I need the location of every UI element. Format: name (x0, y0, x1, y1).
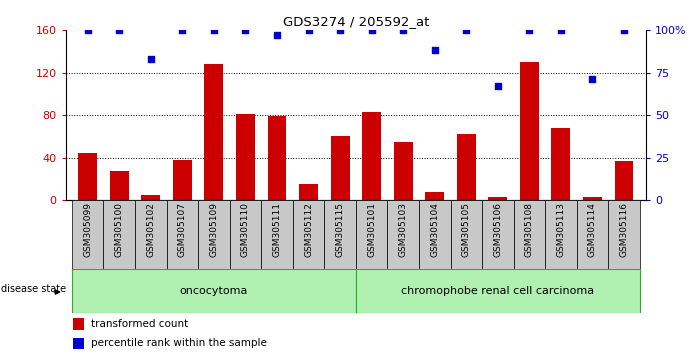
Text: GSM305106: GSM305106 (493, 202, 502, 257)
Point (429, 48, 440, 53)
Bar (293, 200, 324, 269)
Bar (324, 200, 356, 269)
Bar (451, 200, 482, 269)
Point (524, 27, 535, 33)
Point (397, 27, 408, 33)
Text: GSM305105: GSM305105 (462, 202, 471, 257)
Bar (608, 200, 640, 269)
Bar (614, 161, 634, 200)
Point (618, 27, 630, 33)
Bar (236, 114, 255, 200)
Text: GSM305115: GSM305115 (336, 202, 345, 257)
Point (209, 27, 220, 33)
Bar (72, 269, 356, 313)
Bar (205, 64, 223, 200)
Bar (583, 197, 602, 200)
Bar (482, 200, 513, 269)
Bar (330, 136, 350, 200)
Text: GSM305109: GSM305109 (209, 202, 218, 257)
Bar (299, 184, 318, 200)
Bar (78, 153, 97, 200)
Text: transformed count: transformed count (91, 319, 188, 329)
Text: GSM305112: GSM305112 (304, 202, 313, 257)
Bar (104, 200, 135, 269)
Text: GSM305110: GSM305110 (241, 202, 250, 257)
Bar (267, 116, 287, 200)
Bar (73, 338, 84, 349)
Bar (394, 142, 413, 200)
Bar (198, 200, 229, 269)
Bar (110, 171, 129, 200)
Text: GSM305099: GSM305099 (83, 202, 92, 257)
Point (145, 56, 156, 62)
Text: GSM305111: GSM305111 (272, 202, 281, 257)
Point (272, 32, 283, 38)
Text: GSM305107: GSM305107 (178, 202, 187, 257)
Point (334, 27, 346, 33)
Bar (362, 112, 381, 200)
Point (114, 27, 125, 33)
Bar (419, 200, 451, 269)
Point (240, 27, 251, 33)
Title: GDS3274 / 205592_at: GDS3274 / 205592_at (283, 15, 429, 28)
Bar (551, 128, 570, 200)
Text: GSM305101: GSM305101 (367, 202, 376, 257)
Point (587, 76, 598, 82)
Point (82, 27, 93, 33)
Bar (520, 62, 539, 200)
Bar (173, 160, 192, 200)
Point (461, 27, 472, 33)
Text: oncocytoma: oncocytoma (180, 286, 248, 296)
Bar (73, 318, 84, 330)
Text: GSM305116: GSM305116 (620, 202, 629, 257)
Point (492, 83, 503, 89)
Bar (356, 200, 388, 269)
Text: GSM305108: GSM305108 (525, 202, 534, 257)
Bar (545, 200, 577, 269)
Point (303, 27, 314, 33)
Bar (356, 269, 640, 313)
Bar (167, 200, 198, 269)
Text: GSM305104: GSM305104 (430, 202, 439, 257)
Text: GSM305113: GSM305113 (556, 202, 565, 257)
Point (366, 27, 377, 33)
Bar (388, 200, 419, 269)
Text: percentile rank within the sample: percentile rank within the sample (91, 338, 267, 348)
Bar (489, 197, 507, 200)
Text: GSM305114: GSM305114 (588, 202, 597, 257)
Bar (457, 134, 475, 200)
Bar (261, 200, 293, 269)
Text: GSM305102: GSM305102 (146, 202, 155, 257)
Bar (229, 200, 261, 269)
Point (177, 27, 188, 33)
Bar (425, 192, 444, 200)
Text: disease state: disease state (1, 284, 66, 294)
Bar (135, 200, 167, 269)
Bar (142, 195, 160, 200)
Text: GSM305103: GSM305103 (399, 202, 408, 257)
Text: GSM305100: GSM305100 (115, 202, 124, 257)
Point (556, 27, 567, 33)
Bar (513, 200, 545, 269)
Bar (72, 200, 104, 269)
Bar (577, 200, 608, 269)
Text: chromophobe renal cell carcinoma: chromophobe renal cell carcinoma (401, 286, 594, 296)
